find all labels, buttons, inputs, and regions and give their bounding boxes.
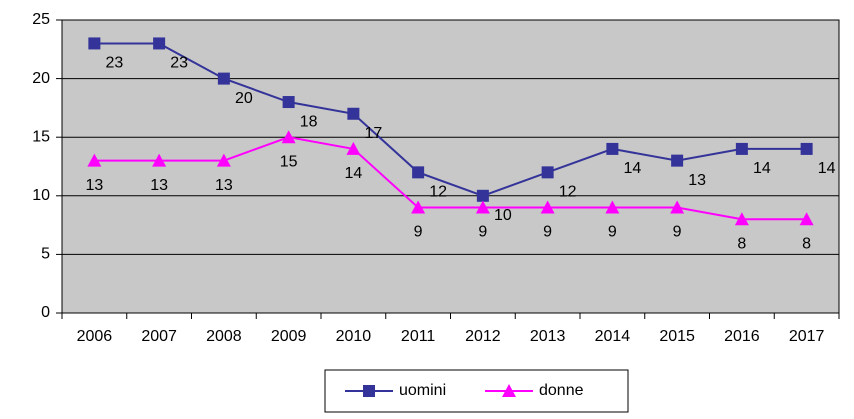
data-label: 23 <box>105 55 123 72</box>
data-point <box>346 141 361 155</box>
data-label: 9 <box>543 224 552 241</box>
data-label: 9 <box>608 224 617 241</box>
data-point <box>347 107 360 120</box>
y-tick-label: 0 <box>41 304 50 321</box>
series-line <box>94 42 807 197</box>
y-tick-label: 25 <box>32 11 50 28</box>
data-label: 8 <box>737 235 746 252</box>
y-tick-label: 20 <box>32 70 50 87</box>
data-point <box>670 200 685 214</box>
data-point <box>671 154 684 167</box>
data-point <box>217 72 230 85</box>
data-label: 13 <box>150 177 168 194</box>
data-label: 18 <box>300 113 318 130</box>
data-point <box>735 142 748 155</box>
data-point <box>734 212 749 226</box>
x-tick-label: 2011 <box>401 328 436 345</box>
x-tick-label: 2009 <box>271 328 307 345</box>
x-tick-label: 2007 <box>141 328 177 345</box>
data-point <box>541 166 554 179</box>
data-point <box>282 96 295 109</box>
data-label: 9 <box>478 224 487 241</box>
x-tick-label: 2008 <box>206 328 242 345</box>
data-label: 14 <box>623 160 641 177</box>
x-tick-label: 2010 <box>336 328 372 345</box>
data-point <box>88 37 101 50</box>
data-point <box>411 200 426 214</box>
x-tick-label: 2013 <box>530 328 566 345</box>
data-point <box>152 153 167 167</box>
data-label: 14 <box>753 160 771 177</box>
data-label: 20 <box>235 90 253 107</box>
data-label: 9 <box>414 224 423 241</box>
plot-area <box>61 19 840 314</box>
x-tick-label: 2012 <box>465 328 501 345</box>
data-label: 14 <box>344 165 362 182</box>
data-label: 13 <box>215 177 233 194</box>
data-label: 10 <box>494 207 512 224</box>
data-point <box>87 153 102 167</box>
x-tick-label: 2017 <box>789 328 825 345</box>
data-point <box>540 200 555 214</box>
data-point <box>799 212 814 226</box>
data-point <box>412 166 425 179</box>
data-label: 9 <box>673 224 682 241</box>
legend-label: donne <box>539 382 584 399</box>
data-label: 13 <box>688 172 706 189</box>
x-tick-label: 2014 <box>595 328 631 345</box>
x-tick-label: 2006 <box>77 328 113 345</box>
data-point <box>800 142 813 155</box>
data-label: 15 <box>280 153 298 170</box>
legend-marker <box>502 384 516 397</box>
data-label: 17 <box>364 125 382 142</box>
data-point <box>153 37 166 50</box>
data-label: 12 <box>559 184 577 201</box>
legend-label: uomini <box>399 382 446 399</box>
data-label: 23 <box>170 55 188 72</box>
data-label: 12 <box>429 184 447 201</box>
data-label: 14 <box>818 160 836 177</box>
x-tick-label: 2015 <box>659 328 695 345</box>
y-tick-label: 5 <box>41 246 50 263</box>
data-point <box>216 153 231 167</box>
y-tick-label: 15 <box>32 128 50 145</box>
data-point <box>281 130 296 144</box>
data-point <box>475 200 490 214</box>
x-tick-label: 2016 <box>724 328 760 345</box>
series-line <box>94 136 807 221</box>
data-label: 13 <box>85 177 103 194</box>
y-tick-label: 10 <box>32 187 50 204</box>
data-point <box>606 142 619 155</box>
data-point <box>476 189 489 202</box>
data-label: 8 <box>802 235 811 252</box>
legend-marker <box>363 385 375 397</box>
data-point <box>605 200 620 214</box>
